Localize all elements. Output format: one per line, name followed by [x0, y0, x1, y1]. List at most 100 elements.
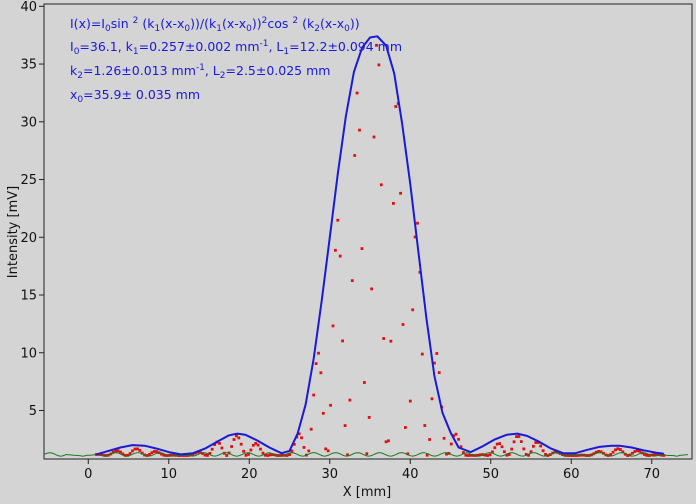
fine-point-97 [329, 403, 332, 407]
fine-point-230 [650, 453, 654, 457]
y-tick-label-20: 20 [20, 231, 37, 246]
fine-point-129 [406, 452, 410, 456]
fine-point-142 [437, 371, 441, 374]
fine-point-149 [454, 432, 458, 436]
fine-point-170 [505, 453, 509, 457]
fine-point-9 [116, 449, 120, 453]
fine-point-119 [382, 337, 386, 340]
fit-annotation: I(x)=I0sin 2 (k1(x-x0))/(k1(x-x0))2cos 2… [70, 16, 402, 105]
fine-point-173 [512, 440, 516, 444]
fine-point-89 [309, 427, 313, 431]
fine-point-195 [565, 454, 569, 457]
fine-point-14 [128, 452, 132, 455]
fine-point-62 [244, 453, 248, 457]
fine-point-222 [631, 451, 634, 455]
fine-point-114 [370, 287, 373, 291]
y-tick-label-10: 10 [20, 346, 37, 361]
fine-point-80 [288, 453, 291, 456]
fine-point-118 [379, 183, 383, 187]
x-tick-label-60: 60 [563, 467, 580, 482]
fine-point-44 [201, 452, 204, 455]
fine-point-185 [541, 449, 545, 453]
y-tick-label-30: 30 [20, 115, 37, 130]
fine-point-144 [442, 436, 446, 440]
fine-point-126 [399, 191, 402, 195]
fine-point-128 [404, 426, 407, 429]
fine-point-2 [99, 453, 103, 456]
fine-point-137 [425, 453, 429, 457]
fine-point-58 [235, 434, 238, 438]
fine-point-135 [420, 352, 424, 356]
fine-point-11 [121, 452, 125, 456]
fine-point-158 [476, 453, 480, 457]
fine-point-229 [647, 454, 651, 457]
fine-point-151 [459, 445, 463, 449]
fine-point-164 [491, 450, 494, 454]
fine-point-121 [387, 439, 390, 443]
fine-point-12 [123, 454, 127, 457]
fine-point-175 [517, 435, 521, 438]
fine-point-27 [160, 452, 163, 456]
fine-point-76 [278, 454, 282, 457]
fine-point-82 [292, 442, 296, 446]
fine-point-84 [297, 432, 301, 436]
fine-point-223 [633, 450, 637, 453]
fine-point-24 [152, 450, 156, 453]
fine-point-10 [119, 450, 122, 454]
fine-point-43 [198, 450, 202, 454]
y-tick-label-5: 5 [29, 404, 37, 419]
fine-point-218 [621, 450, 625, 454]
fine-point-141 [435, 352, 439, 355]
fine-point-194 [563, 453, 567, 457]
x-tick-label-0: 0 [84, 467, 92, 482]
params-line-3: x0=35.9± 0.035 mm [70, 87, 200, 105]
fine-point-72 [268, 453, 272, 457]
fine-point-111 [363, 381, 366, 384]
fine-point-152 [462, 451, 465, 454]
fine-point-116 [375, 43, 378, 47]
fine-point-110 [360, 247, 364, 250]
fine-point-148 [452, 434, 456, 438]
fine-point-136 [423, 424, 427, 427]
fine-point-81 [290, 449, 294, 453]
fine-point-165 [493, 446, 497, 450]
fine-point-171 [507, 453, 511, 456]
fine-point-65 [251, 443, 255, 447]
x-tick-label-20: 20 [241, 467, 258, 482]
fine-point-64 [249, 448, 253, 452]
x-tick-label-30: 30 [321, 467, 338, 482]
fine-point-59 [237, 436, 241, 440]
fine-point-186 [544, 453, 547, 456]
fine-point-120 [384, 440, 388, 444]
fine-point-155 [469, 453, 472, 457]
fine-point-49 [213, 443, 217, 446]
fine-point-217 [619, 448, 622, 451]
fine-point-182 [534, 441, 538, 444]
fine-point-108 [355, 91, 359, 95]
fine-point-139 [430, 397, 434, 401]
fine-point-88 [307, 449, 311, 453]
fine-point-104 [346, 453, 349, 457]
fine-point-17 [136, 447, 139, 451]
fine-point-190 [553, 450, 557, 454]
fine-point-205 [590, 453, 593, 457]
fine-point-215 [614, 448, 617, 452]
fine-point-132 [413, 235, 417, 239]
fine-point-96 [326, 449, 330, 453]
fine-point-112 [365, 452, 369, 456]
formula-line: I(x)=I0sin 2 (k1(x-x0))/(k1(x-x0))2cos 2… [70, 16, 360, 34]
fine-point-23 [150, 451, 154, 455]
fine-point-79 [285, 454, 289, 457]
fine-point-123 [392, 202, 395, 205]
fine-point-68 [259, 447, 262, 451]
x-tick-label-50: 50 [482, 467, 499, 482]
fine-point-133 [416, 221, 419, 225]
fine-point-48 [210, 447, 214, 451]
fine-point-221 [628, 453, 632, 457]
y-tick-label-35: 35 [20, 58, 37, 73]
x-tick-label-10: 10 [160, 467, 177, 482]
fine-point-54 [225, 454, 229, 457]
